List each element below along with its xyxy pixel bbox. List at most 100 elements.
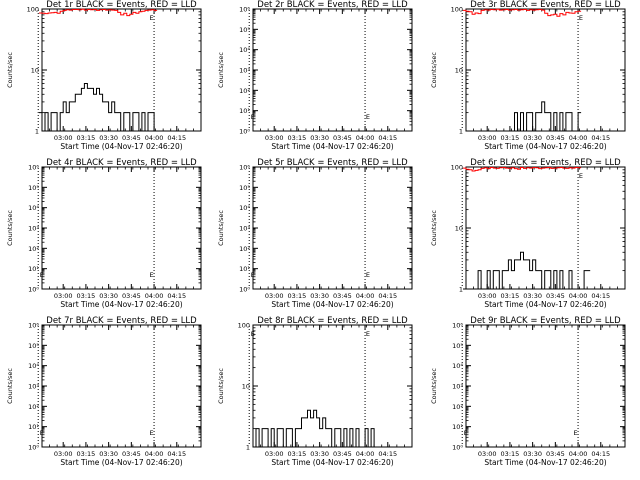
- x-tick-label: 03:15: [77, 134, 96, 142]
- y-tick-label: 10²: [452, 403, 463, 411]
- y-tick-label: 10⁶: [28, 322, 39, 330]
- x-tick-label: 04:00: [145, 450, 164, 458]
- x-tick-label: 03:15: [288, 134, 307, 142]
- x-tick-label: 03:45: [122, 292, 141, 300]
- plot-frame: [465, 324, 626, 448]
- chart-title: Det 5r BLACK = Events, RED = LLD: [257, 158, 408, 168]
- event-marker-label: E: [366, 330, 370, 338]
- x-tick-label: 03:00: [54, 134, 73, 142]
- event-rate-series: [39, 83, 158, 132]
- x-tick-label: 03:45: [546, 450, 565, 458]
- x-tick-label: 04:00: [356, 134, 375, 142]
- chart-panel-4: Det 4r BLACK = Events, RED = LLD Counts/s…: [6, 158, 202, 309]
- y-axis-label: Counts/sec: [6, 52, 14, 88]
- y-tick-label: 10: [31, 67, 39, 75]
- y-tick-label: 10⁵: [28, 184, 39, 192]
- x-tick-label: 03:30: [99, 292, 118, 300]
- x-axis-label: Start Time (04-Nov-17 02:46:20): [60, 142, 182, 151]
- y-tick-label: 10⁰: [28, 286, 39, 294]
- plot-frame: [252, 166, 413, 290]
- x-tick-label: 03:00: [265, 134, 284, 142]
- x-axis-label: Start Time (04-Nov-17 02:46:20): [484, 142, 606, 151]
- x-tick-label: 04:00: [356, 292, 375, 300]
- chart-panel-1: Det 1r BLACK = Events, RED = LLD Counts/s…: [6, 0, 202, 151]
- y-tick-label: 10⁴: [239, 204, 250, 212]
- y-tick-label: 1: [35, 128, 39, 136]
- y-tick-label: 10⁰: [28, 444, 39, 452]
- y-tick-label: 10³: [28, 225, 39, 233]
- x-tick-label: 03:45: [546, 134, 565, 142]
- y-tick-label: 10²: [28, 403, 39, 411]
- x-tick-label: 03:45: [122, 134, 141, 142]
- x-tick-label: 04:15: [167, 292, 186, 300]
- x-tick-label: 04:15: [591, 450, 610, 458]
- x-tick-label: 03:00: [265, 292, 284, 300]
- plot-frame: [41, 166, 202, 290]
- x-tick-label: 03:30: [310, 134, 329, 142]
- y-tick-label: 10⁶: [28, 164, 39, 172]
- event-marker-label: E: [366, 113, 370, 121]
- x-tick-label: 03:15: [288, 292, 307, 300]
- x-tick-label: 04:00: [569, 134, 588, 142]
- chart-panel-3: Det 3r BLACK = Events, RED = LLD Counts/s…: [430, 0, 626, 151]
- x-tick-label: 04:15: [591, 292, 610, 300]
- y-tick-label: 10⁶: [239, 6, 250, 14]
- x-tick-label: 04:00: [145, 134, 164, 142]
- x-tick-label: 04:15: [167, 134, 186, 142]
- x-axis-label: Start Time (04-Nov-17 02:46:20): [271, 458, 393, 467]
- chart-title: Det 2r BLACK = Events, RED = LLD: [257, 0, 408, 10]
- chart-title: Det 3r BLACK = Events, RED = LLD: [470, 0, 621, 10]
- chart-title: Det 7r BLACK = Events, RED = LLD: [46, 316, 197, 326]
- x-tick-label: 03:00: [478, 450, 497, 458]
- y-tick-label: 10⁴: [239, 46, 250, 54]
- chart-panel-5: Det 5r BLACK = Events, RED = LLD Counts/s…: [217, 158, 413, 309]
- y-axis-label: Counts/sec: [6, 210, 14, 246]
- y-tick-label: 100: [451, 164, 463, 172]
- y-axis-label: Counts/sec: [217, 52, 225, 88]
- x-tick-label: 03:45: [122, 450, 141, 458]
- y-tick-label: 10⁰: [452, 444, 463, 452]
- event-marker-label: E: [579, 14, 583, 22]
- y-tick-label: 10⁵: [239, 26, 250, 34]
- x-tick-label: 03:30: [523, 450, 542, 458]
- y-tick-label: 10⁴: [452, 362, 463, 370]
- y-tick-label: 10³: [239, 67, 250, 75]
- chart-title: Det 4r BLACK = Events, RED = LLD: [46, 158, 197, 168]
- chart-panel-2: Det 2r BLACK = Events, RED = LLD Counts/s…: [217, 0, 413, 151]
- y-axis-label: Counts/sec: [6, 368, 14, 404]
- chart-title: Det 6r BLACK = Events, RED = LLD: [470, 158, 621, 168]
- y-tick-label: 10³: [452, 383, 463, 391]
- x-tick-label: 03:15: [288, 450, 307, 458]
- x-tick-label: 04:00: [569, 292, 588, 300]
- event-marker-label: E: [464, 429, 468, 437]
- x-tick-label: 04:15: [167, 450, 186, 458]
- chart-title: Det 1r BLACK = Events, RED = LLD: [46, 0, 197, 10]
- plot-frame: [41, 324, 202, 448]
- y-axis-label: Counts/sec: [217, 210, 225, 246]
- y-tick-label: 10³: [28, 383, 39, 391]
- y-tick-label: 10⁶: [452, 322, 463, 330]
- x-axis-label: Start Time (04-Nov-17 02:46:20): [484, 300, 606, 309]
- x-tick-label: 03:30: [99, 134, 118, 142]
- y-tick-label: 1: [459, 286, 463, 294]
- event-marker-label: E: [251, 271, 255, 279]
- event-marker-label: E: [579, 172, 583, 180]
- chart-panel-7: Det 7r BLACK = Events, RED = LLD Counts/s…: [6, 316, 202, 467]
- y-tick-label: 10⁶: [239, 164, 250, 172]
- chart-title: Det 9r BLACK = Events, RED = LLD: [470, 316, 621, 326]
- y-tick-label: 10⁰: [239, 286, 250, 294]
- x-axis-label: Start Time (04-Nov-17 02:46:20): [271, 300, 393, 309]
- y-tick-label: 10²: [239, 245, 250, 253]
- event-marker-label: E: [40, 429, 44, 437]
- chart-panel-6: Det 6r BLACK = Events, RED = LLD Counts/s…: [430, 158, 626, 309]
- x-tick-label: 03:45: [333, 134, 352, 142]
- y-tick-label: 100: [238, 322, 250, 330]
- lld-rate-series: [463, 8, 582, 17]
- x-tick-label: 04:15: [591, 134, 610, 142]
- chart-panel-9: Det 9r BLACK = Events, RED = LLD Counts/s…: [430, 316, 626, 467]
- y-axis-label: Counts/sec: [430, 52, 438, 88]
- x-tick-label: 04:15: [378, 450, 397, 458]
- x-tick-label: 03:15: [77, 450, 96, 458]
- x-tick-label: 03:45: [546, 292, 565, 300]
